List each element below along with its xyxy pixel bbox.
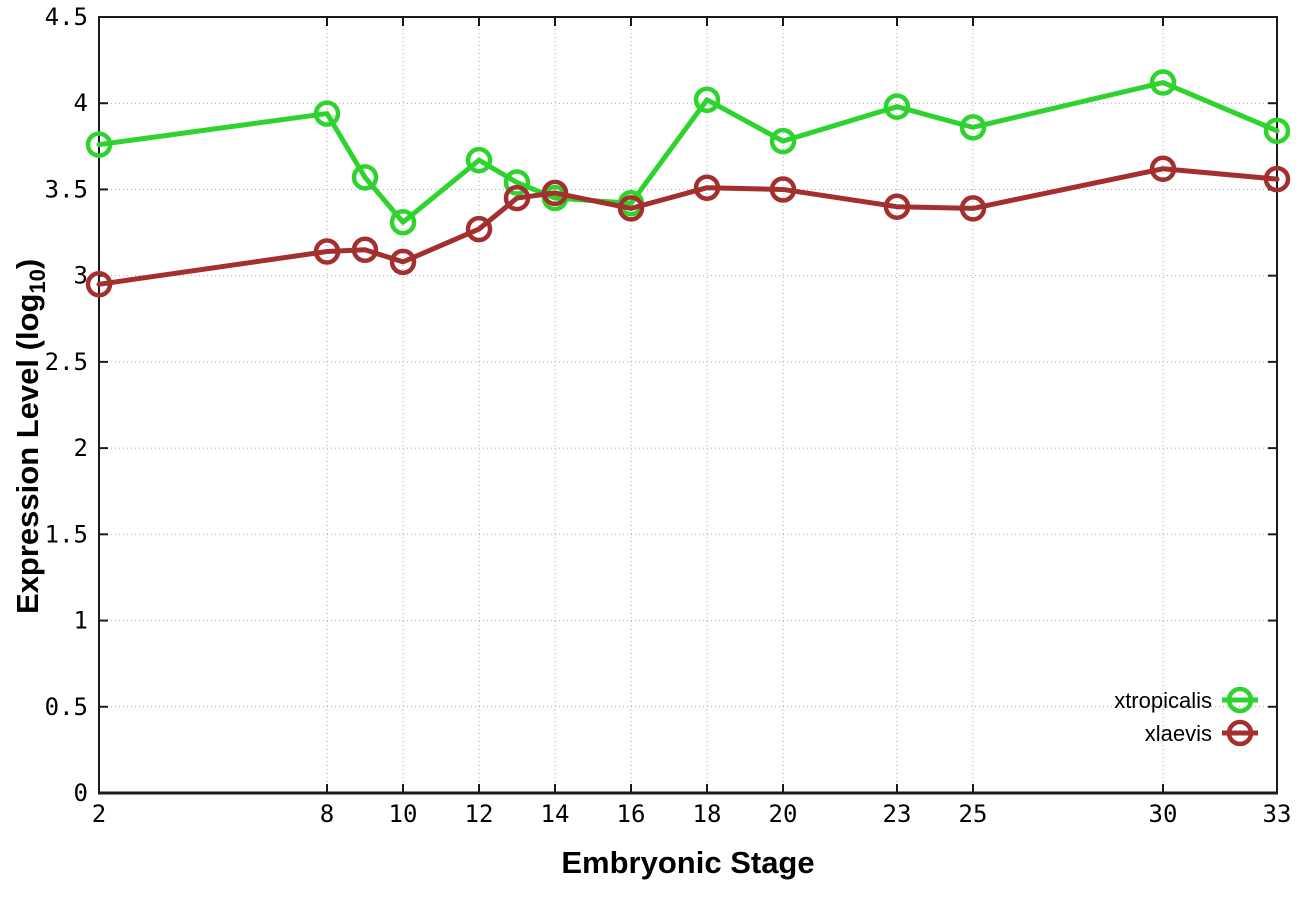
y-tick-label: 3.5	[45, 175, 88, 203]
series-point-xlaevis	[389, 248, 417, 276]
series-point-xtropicalis	[351, 164, 379, 191]
x-tick-label: 33	[1263, 800, 1292, 828]
series-point-xlaevis	[351, 236, 379, 264]
y-tick-label: 4	[74, 89, 88, 117]
series-point-xlaevis	[617, 195, 645, 222]
y-axis-title-main: Expression Level (log	[10, 293, 45, 614]
y-tick-label: 3	[74, 262, 88, 290]
y-axis-title: Expression Level (log10)	[10, 258, 50, 614]
x-tick-label: 14	[541, 800, 570, 828]
y-tick-label: 4.5	[45, 3, 88, 31]
legend-marker-xtropicalis	[1226, 686, 1254, 714]
series-point-xlaevis	[769, 176, 797, 203]
x-tick-label: 30	[1149, 800, 1178, 828]
series-point-xtropicalis	[389, 208, 417, 236]
legend-marker-xlaevis	[1226, 719, 1254, 747]
series-point-xtropicalis	[1263, 117, 1291, 145]
series-point-xlaevis	[883, 193, 911, 220]
x-tick-label: 8	[320, 800, 334, 828]
series-point-xlaevis	[541, 179, 569, 207]
series-point-xlaevis	[959, 195, 987, 222]
series-point-xtropicalis	[465, 146, 493, 174]
x-tick-label: 20	[769, 800, 798, 828]
series-point-xtropicalis	[959, 114, 987, 141]
series-point-xlaevis	[503, 184, 531, 212]
x-tick-label: 12	[465, 800, 494, 828]
x-tick-label: 16	[617, 800, 646, 828]
plot-border	[98, 16, 1278, 794]
y-tick-label: 0.5	[45, 693, 88, 721]
series-point-xtropicalis	[693, 86, 721, 114]
x-tick-label: 23	[883, 800, 912, 828]
series-point-xtropicalis	[85, 131, 113, 158]
y-axis-title-subscript: 10	[25, 269, 51, 294]
series-line-xlaevis	[96, 166, 1280, 287]
series-point-xlaevis	[1149, 155, 1177, 183]
legend-label-xtropicalis: xtropicalis	[1114, 688, 1212, 713]
series-point-xtropicalis	[1149, 69, 1177, 96]
series-point-xtropicalis	[769, 127, 797, 155]
series-point-xtropicalis	[503, 169, 531, 196]
y-tick-label: 1.5	[45, 520, 88, 548]
series-point-xlaevis	[693, 174, 721, 201]
series-point-xlaevis	[465, 215, 493, 243]
legend-label-xlaevis: xlaevis	[1145, 721, 1212, 746]
x-tick-label: 25	[959, 800, 988, 828]
series-point-xtropicalis	[883, 93, 911, 120]
series-point-xlaevis	[85, 271, 113, 298]
y-tick-label: 0	[74, 779, 88, 807]
y-tick-label: 2.5	[45, 348, 88, 376]
x-tick-label: 10	[389, 800, 418, 828]
series-point-xlaevis	[313, 238, 341, 265]
y-tick-label: 2	[74, 434, 88, 462]
series-point-xtropicalis	[313, 100, 341, 127]
x-tick-label: 2	[92, 800, 106, 828]
x-axis-title: Embryonic Stage	[561, 845, 815, 880]
y-axis-title-close: )	[10, 258, 45, 270]
y-tick-label: 1	[74, 607, 88, 635]
series-point-xlaevis	[1263, 165, 1291, 193]
x-tick-label: 18	[693, 800, 722, 828]
